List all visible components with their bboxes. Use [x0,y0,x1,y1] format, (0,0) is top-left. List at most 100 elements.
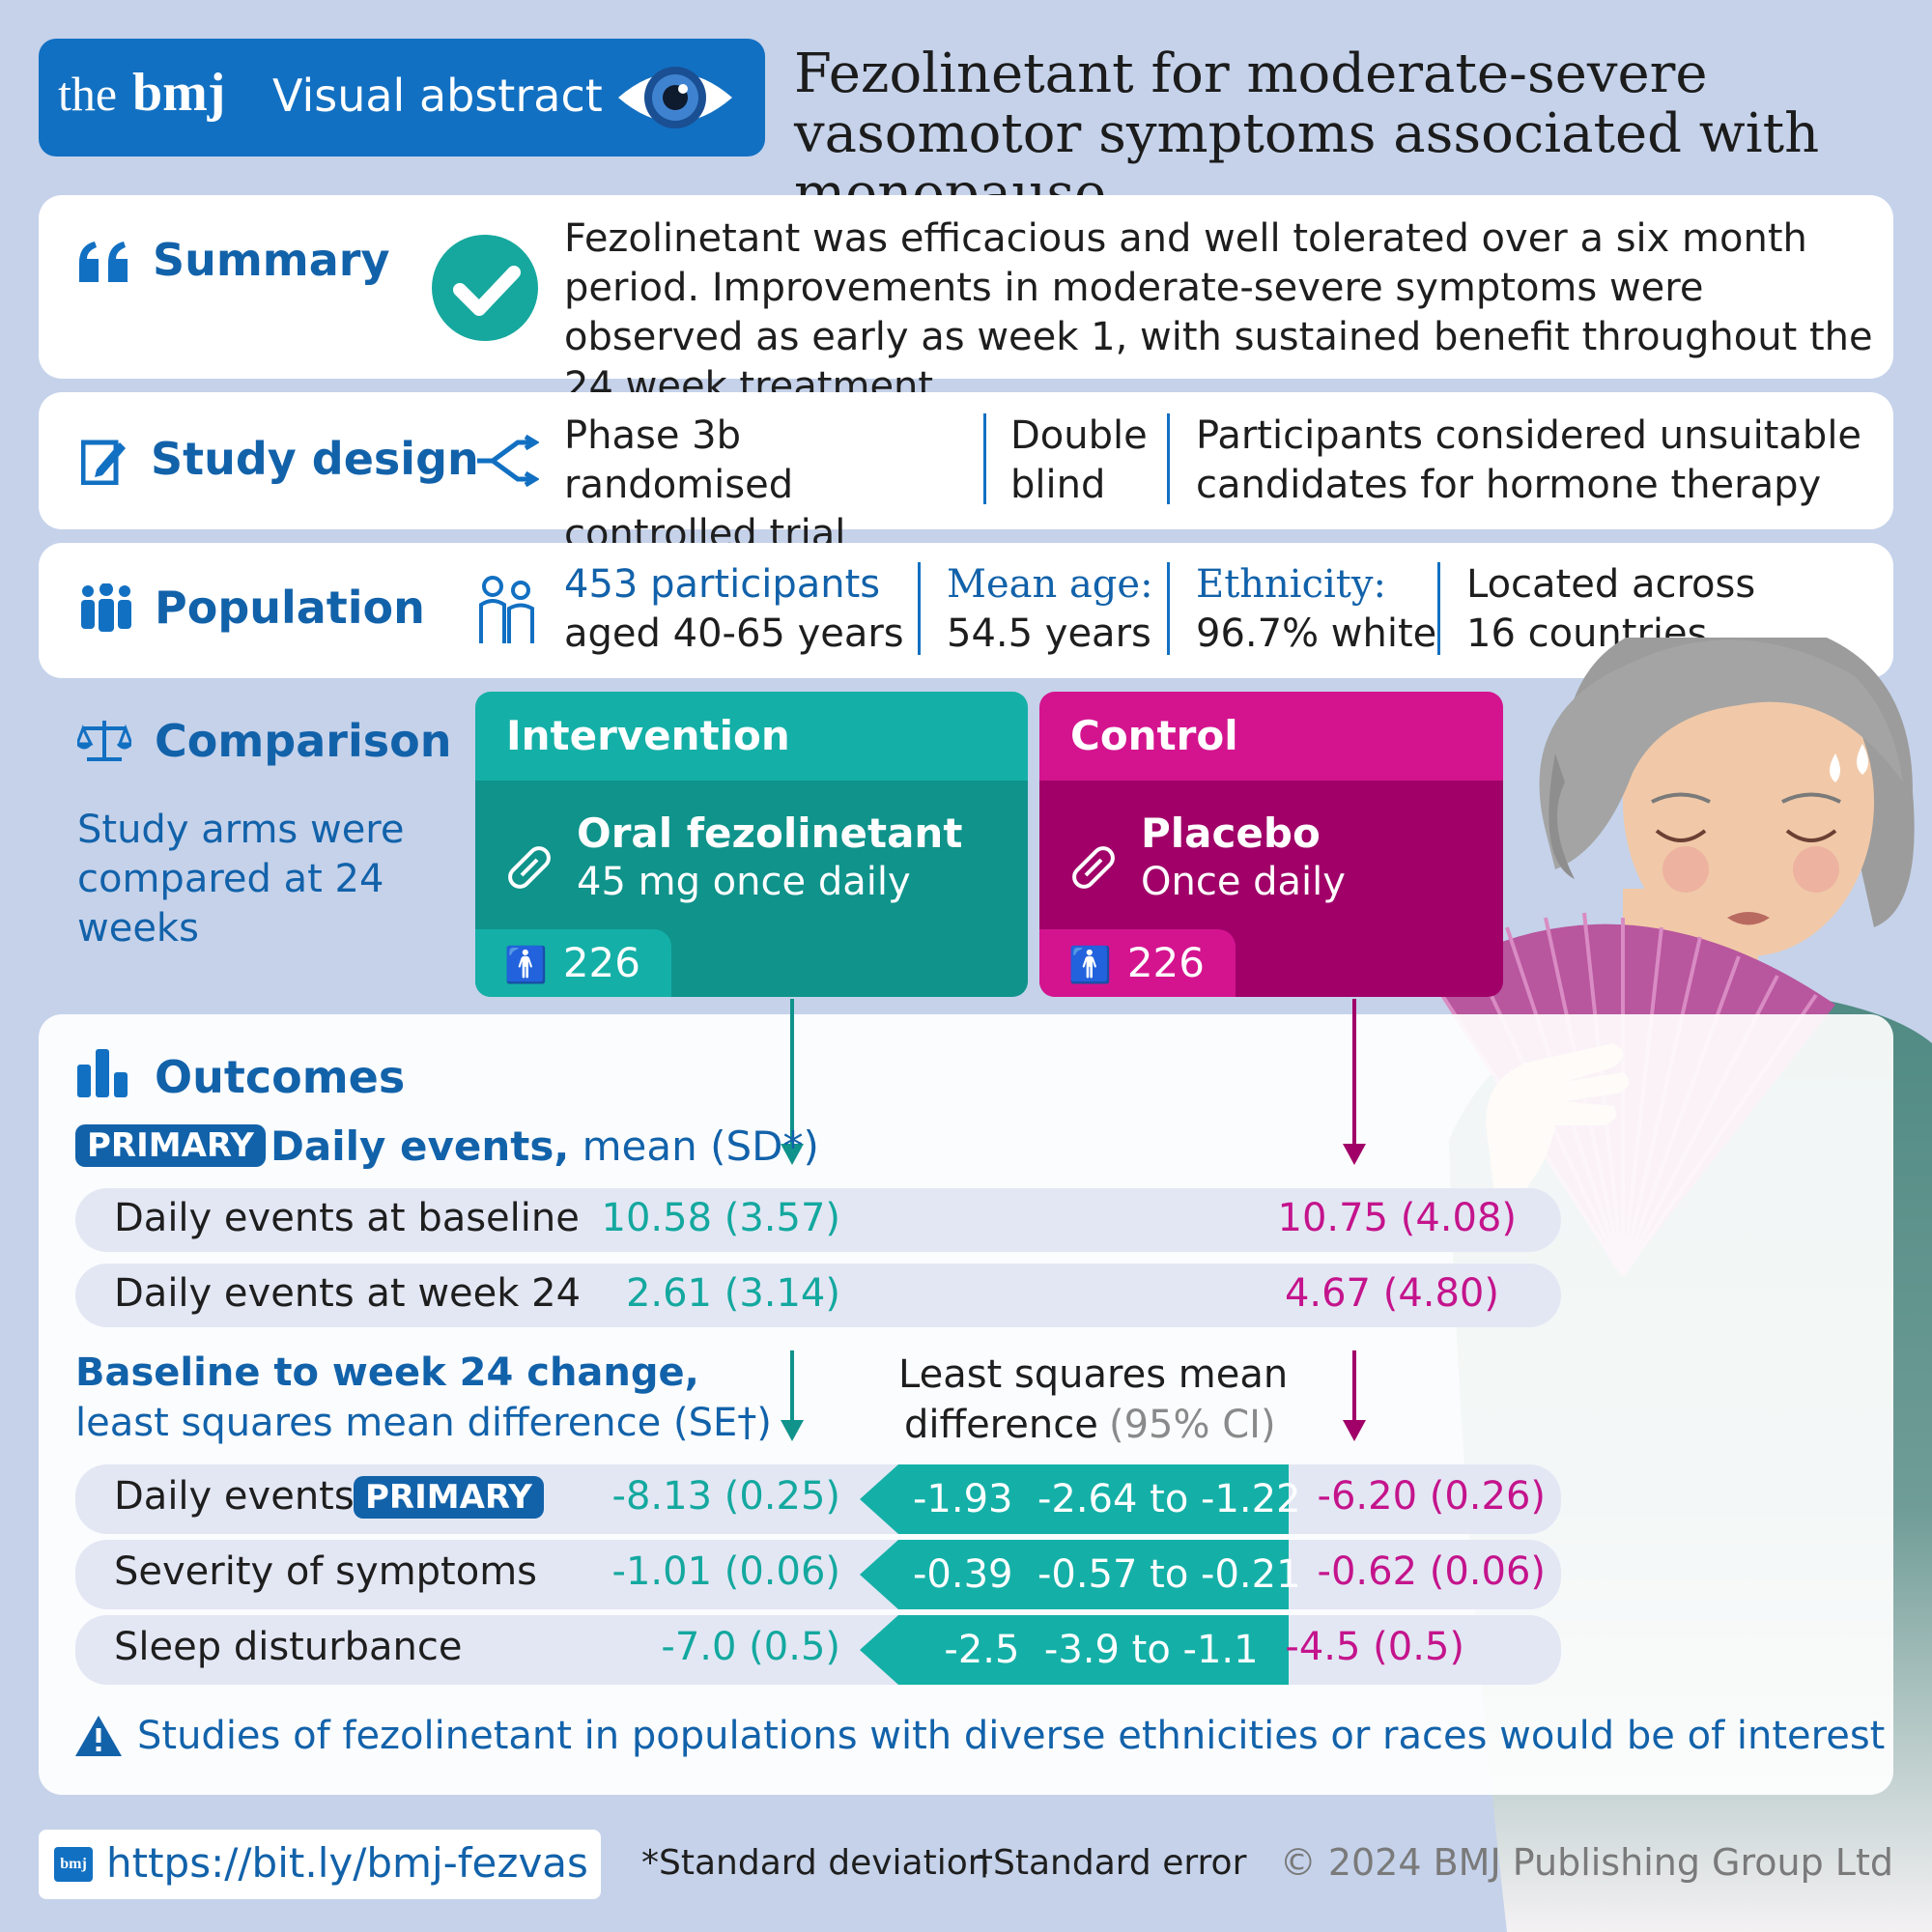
design-item-phase: Phase 3b randomised controlled trial [564,413,846,556]
divider [1437,562,1440,655]
arrow-down-icon [781,999,804,1165]
primary-heading: Daily events, mean (SD*) [270,1122,819,1170]
diff-estimate: -2.5 [944,1628,1020,1672]
control-value: -0.62 (0.06) [1317,1549,1546,1594]
difference-arrow-shape [860,1615,1289,1685]
intervention-arm-body: Oral fezolinetant 45 mg once daily 🚹 226 [475,781,1028,997]
intervention-n-badge: 🚹 226 [475,929,671,997]
intervention-value: -8.13 (0.25) [611,1474,840,1519]
divider [1167,562,1170,655]
lsm-ci-label: (95% CI) [1109,1403,1276,1447]
bmj-logo: bmj [54,1847,93,1882]
diff-ci: -2.64 to -1.22 [1037,1477,1301,1521]
copyright: © 2024 BMJ Publishing Group Ltd [1279,1841,1893,1884]
branch-arrows-icon [477,435,539,487]
intervention-arm-card: Intervention Oral fezolinetant 45 mg onc… [475,692,1028,997]
location-line-1: Located across [1466,562,1756,607]
study-design-title: Study design [151,433,479,485]
change-heading-rest: least squares mean difference (SE†) [75,1401,772,1445]
intervention-dose: 45 mg once daily [577,860,911,904]
control-value: 10.75 (4.08) [1277,1196,1518,1240]
difference-value: -0.39 -0.57 to -0.21 [913,1540,1301,1609]
article-link[interactable]: https://bit.ly/bmj-fezvas [106,1839,588,1887]
arrow-down-icon [1343,999,1366,1165]
row-label: Daily events at week 24 [114,1271,582,1316]
ethnicity-value: 96.7% white [1196,611,1437,656]
checkmark-icon [432,235,538,341]
row-label: Daily events at baseline [114,1196,580,1240]
difference-arrow-shape [860,1540,1289,1609]
participants-count: 453 participants [564,562,881,607]
control-arm-header: Control [1039,692,1503,781]
control-value: -4.5 (0.5) [1285,1625,1464,1669]
table-row [75,1264,1561,1327]
diff-ci: -3.9 to -1.1 [1043,1628,1259,1672]
pill-icon [1072,846,1115,889]
row-label: Sleep disturbance [114,1625,463,1669]
summary-title: Summary [153,234,390,286]
edit-icon [81,440,126,485]
control-name: Placebo [1141,810,1321,857]
primary-heading-rest: mean (SD*) [569,1122,819,1170]
warning-icon [75,1716,122,1756]
change-heading-bold: Baseline to week 24 change, [75,1350,699,1395]
summary-card [39,195,1893,379]
design-item-participants: Participants considered unsuitable candi… [1196,413,1862,507]
two-people-icon [479,576,534,643]
se-footnote: †Standard error [976,1843,1247,1883]
divider [983,413,986,504]
table-row [75,1464,1561,1534]
person-icon: 🚹 [1068,946,1112,985]
arrow-down-icon [781,1350,804,1441]
divider [1167,413,1170,504]
table-row [75,1188,1561,1252]
brand-bmj: bmj [132,63,226,123]
mean-age-label: Mean age: [947,562,1153,607]
intervention-value: -7.0 (0.5) [661,1625,840,1669]
comparison-title: Comparison [155,715,452,767]
intervention-name: Oral fezolinetant [577,810,963,857]
quote-icon [79,242,128,282]
table-row [75,1540,1561,1609]
study-design-card [39,392,1893,529]
mean-age-value: 54.5 years [947,611,1151,656]
row-label: Daily events [114,1474,355,1519]
visual-abstract-label: Visual abstract [272,70,603,122]
comparison-text: Study arms were compared at 24 weeks [77,808,405,951]
difference-arrow-shape [860,1464,1289,1534]
people-group-icon [81,583,131,632]
population-card [39,543,1893,678]
row-label: Severity of symptoms [114,1549,538,1594]
intervention-value: -1.01 (0.06) [611,1549,840,1594]
link-box[interactable] [39,1830,601,1899]
person-icon: 🚹 [504,946,548,985]
scales-icon [77,721,131,761]
control-value: -6.20 (0.26) [1317,1474,1546,1519]
difference-value: -1.93 -2.64 to -1.22 [913,1464,1301,1534]
primary-heading-bold: Daily events, [270,1122,570,1170]
diff-estimate: -0.39 [913,1552,1013,1597]
control-n: 226 [1126,939,1205,986]
table-row [75,1615,1561,1685]
population-title: Population [155,582,425,634]
intervention-value: 2.61 (3.14) [625,1271,840,1316]
pill-icon [508,846,551,889]
control-n-badge: 🚹 226 [1039,929,1236,997]
control-value: 4.67 (4.80) [1284,1271,1499,1316]
diff-estimate: -1.93 [913,1477,1013,1521]
ethnicity-label: Ethnicity: [1196,562,1386,607]
design-item-blind: Double blind [1010,413,1148,507]
arrow-down-icon [1343,1350,1366,1441]
difference-cell: -1.93 -2.64 to -1.22 [860,1464,1301,1534]
warning-text: Studies of fezolinetant in populations w… [137,1714,1886,1758]
primary-badge: PRIMARY [75,1124,266,1167]
intervention-value: 10.58 (3.57) [601,1196,841,1240]
difference-cell: -2.5 -3.9 to -1.1 [860,1615,1289,1685]
summary-text: Fezolinetant was efficacious and well to… [564,216,1873,409]
diff-ci: -0.57 to -0.21 [1037,1552,1301,1597]
divider [918,562,921,655]
sd-footnote: *Standard deviation [641,1843,990,1883]
eye-icon [618,67,732,128]
bar-chart-icon [77,1049,128,1097]
intervention-n: 226 [562,939,640,986]
